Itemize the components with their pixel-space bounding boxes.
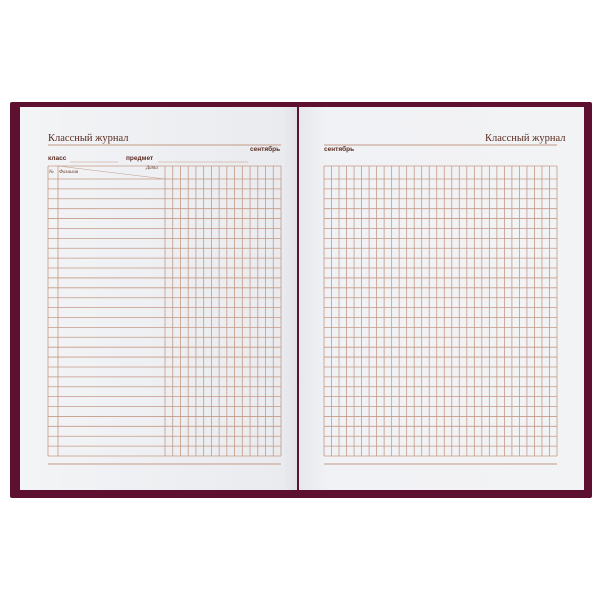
name-header: Фамилия bbox=[59, 170, 79, 175]
number-header: № bbox=[49, 170, 54, 175]
left-page-title: Классный журнал bbox=[48, 133, 129, 144]
right-month-label: сентябрь bbox=[324, 146, 355, 153]
subject-label: предмет bbox=[126, 155, 154, 162]
header-diagonal bbox=[57, 165, 166, 180]
date-header: Дата bbox=[146, 166, 158, 171]
left-month-label: сентябрь bbox=[250, 146, 281, 153]
class-label: класс bbox=[48, 155, 67, 162]
right-page-title: Классный журнал bbox=[485, 133, 566, 144]
